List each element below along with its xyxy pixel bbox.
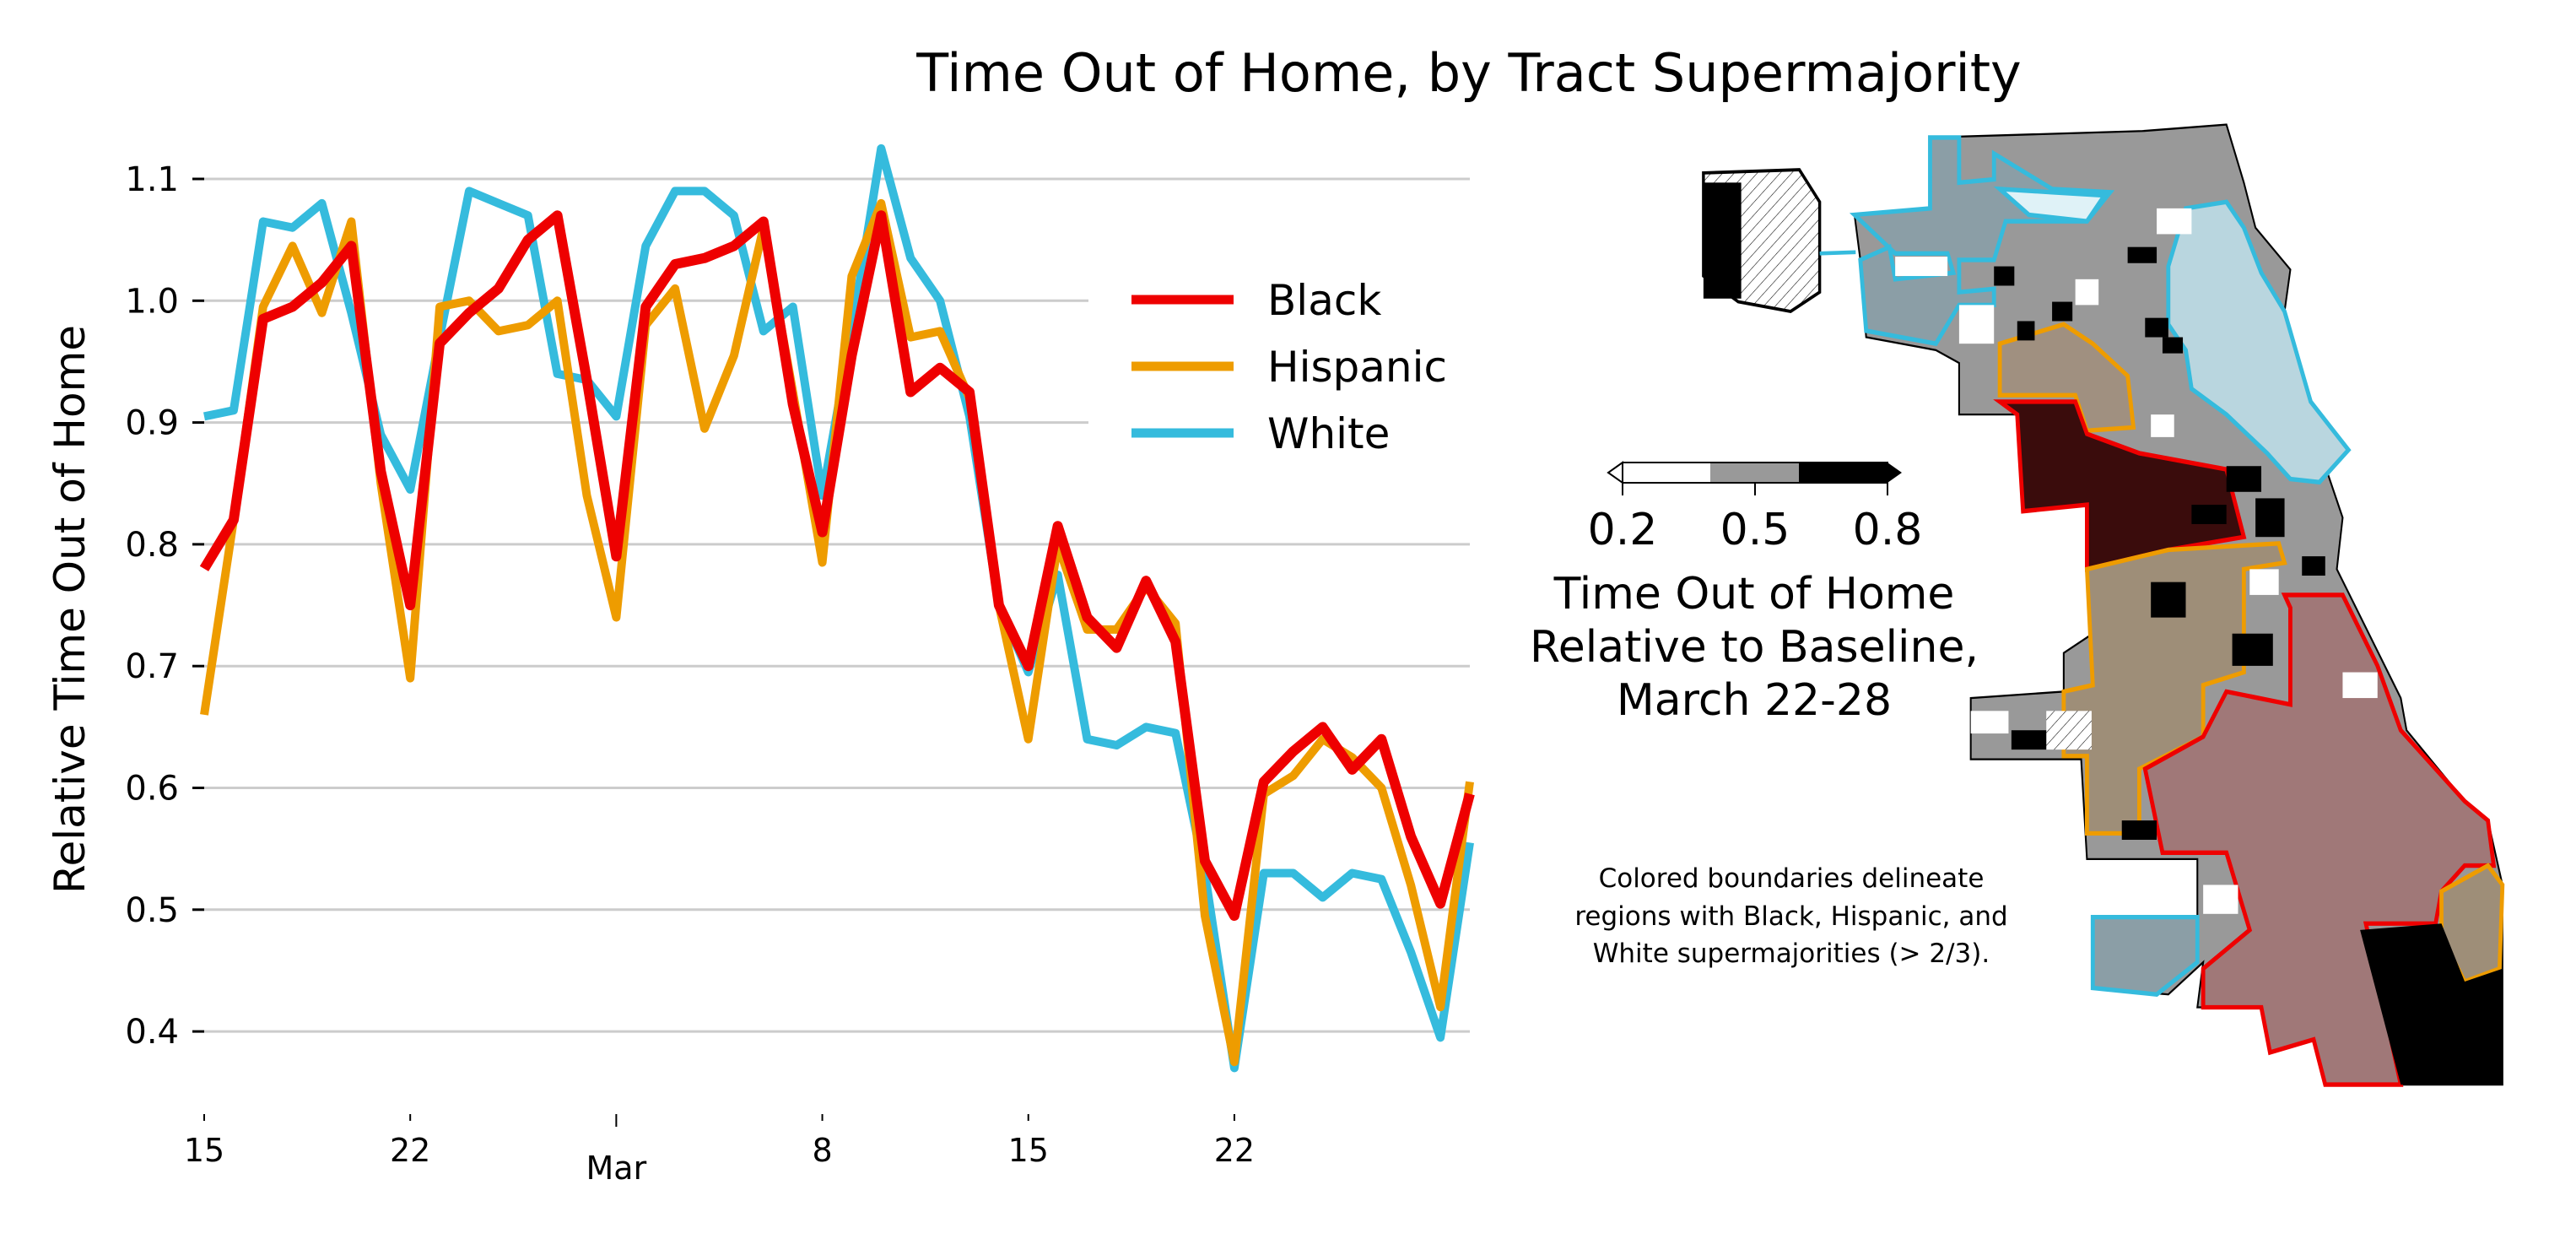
colorbar-segment-low: [1623, 463, 1710, 483]
x-tick-label: 22: [1214, 1132, 1255, 1169]
colorbar-extend-high: [1887, 463, 1902, 483]
hispanic-region-northwest: [1997, 322, 2136, 434]
colorbar-label-line: Time Out of Home: [1553, 569, 1955, 620]
ohare-dark-tract: [1703, 182, 1742, 299]
colorbar-extend-low: [1607, 461, 1623, 484]
series-line-hispanic: [200, 198, 1474, 1067]
light-tracts: [1895, 208, 2378, 914]
x-month-label: Mar: [586, 1150, 647, 1187]
y-tick-label: 0.5: [125, 891, 179, 930]
y-tick-label: 0.4: [125, 1013, 179, 1052]
y-tick-label: 0.8: [125, 526, 179, 565]
y-tick-label: 0.7: [125, 647, 179, 686]
hatched-tract: [2046, 711, 2092, 750]
legend-label-white: White: [1267, 409, 1390, 458]
y-tick-label: 0.9: [125, 404, 179, 443]
y-axis-label: Relative Time Out of Home: [46, 325, 95, 894]
colorbar-label-line: Relative to Baseline,: [1530, 622, 1979, 673]
white-region-southwest: [2090, 914, 2200, 997]
x-axis: 15 22 Mar 8 15 22: [184, 1114, 1255, 1187]
map-note: Colored boundaries delineate regions wit…: [1574, 863, 2007, 969]
legend-label-hispanic: Hispanic: [1267, 343, 1447, 392]
black-region-south: [2142, 592, 2497, 1087]
x-tick-label: 22: [390, 1132, 430, 1169]
legend-label-black: Black: [1267, 276, 1381, 325]
note-line: White supermajorities (> 2/3).: [1593, 939, 1990, 969]
colorbar-tick-label: 0.8: [1853, 505, 1923, 555]
black-region-west: [1993, 399, 2247, 572]
series-line-black: [199, 210, 1475, 921]
y-tick-label: 0.6: [125, 770, 179, 809]
colorbar-tick-label: 0.2: [1588, 505, 1658, 555]
ohare-connector: [1819, 250, 1856, 256]
note-line: regions with Black, Hispanic, and: [1574, 901, 2007, 932]
colorbar-segment-mid: [1710, 463, 1799, 483]
colorbar-tick-label: 0.5: [1720, 505, 1790, 555]
colorbar: 0.2 0.5 0.8 Time Out of Home Relative to…: [1530, 461, 1979, 726]
dark-tracts: [1994, 246, 2325, 841]
y-axis: 0.4 0.5 0.6 0.7 0.8 0.9 1.0 1.1: [125, 160, 204, 1052]
legend: Black Hispanic White: [1131, 276, 1447, 458]
note-line: Colored boundaries delineate: [1599, 863, 1985, 894]
y-tick-label: 1.1: [125, 160, 179, 199]
dark-region-southeast: [2360, 923, 2503, 1085]
series-lines: [199, 143, 1475, 1073]
white-region-lake-north: [1993, 186, 2109, 224]
series-points-hispanic: [203, 203, 1471, 1063]
colorbar-label-line: March 22-28: [1617, 675, 1892, 726]
colorbar-segment-high: [1799, 463, 1887, 483]
x-tick-label: 15: [1008, 1132, 1049, 1169]
x-tick-label: 8: [812, 1132, 832, 1169]
chicago-tract-map: [1702, 123, 2505, 1087]
chart-title: Time Out of Home, by Tract Supermajority: [915, 42, 2021, 104]
white-region-northwest: [1849, 135, 2115, 347]
x-tick-label: 15: [184, 1132, 224, 1169]
y-tick-label: 1.0: [125, 282, 179, 321]
series-points-black: [203, 215, 1471, 917]
